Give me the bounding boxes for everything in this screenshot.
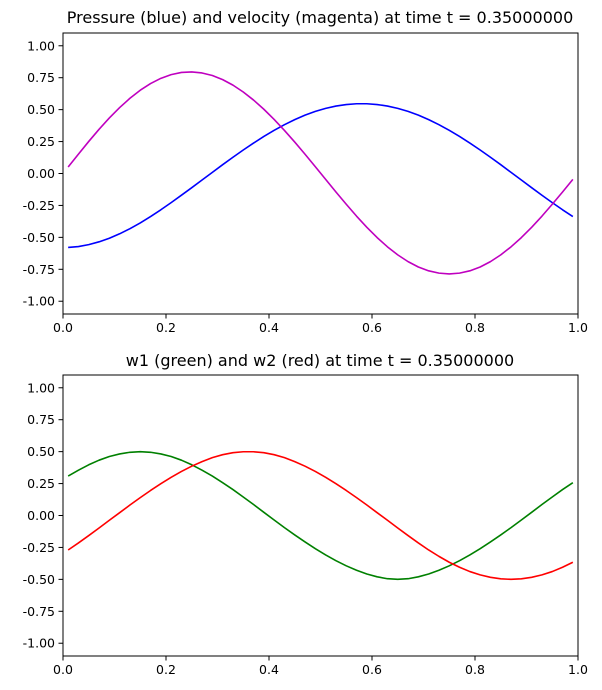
chart-title: Pressure (blue) and velocity (magenta) a… bbox=[67, 8, 574, 27]
x-tick-label: 0.2 bbox=[156, 662, 176, 677]
x-tick-label: 0.6 bbox=[362, 320, 382, 335]
x-tick-label: 0.8 bbox=[465, 320, 485, 335]
series-line bbox=[67, 71, 574, 275]
y-tick-label: -1.00 bbox=[23, 636, 55, 651]
y-tick-label: -0.50 bbox=[23, 230, 55, 245]
y-tick-label: 0.00 bbox=[27, 166, 55, 181]
series-line bbox=[67, 450, 574, 581]
x-tick-label: 0.8 bbox=[465, 662, 485, 677]
y-tick-label: 1.00 bbox=[27, 38, 55, 53]
chart-panel-w1-w2: w1 (green) and w2 (red) at time t = 0.35… bbox=[23, 351, 588, 677]
y-tick-label: -1.00 bbox=[23, 294, 55, 309]
series-layer bbox=[67, 450, 574, 581]
series-layer bbox=[67, 71, 574, 275]
y-tick-label: 0.00 bbox=[27, 508, 55, 523]
chart-panel-pressure-velocity: Pressure (blue) and velocity (magenta) a… bbox=[23, 8, 588, 335]
x-tick-label: 0.4 bbox=[259, 662, 279, 677]
plot-frame bbox=[62, 374, 579, 657]
x-tick-label: 0.6 bbox=[362, 662, 382, 677]
x-tick-label: 1.0 bbox=[568, 662, 588, 677]
series-line bbox=[67, 450, 574, 581]
x-tick-label: 0.0 bbox=[53, 662, 73, 677]
x-tick-label: 0.0 bbox=[53, 320, 73, 335]
tick-layer: 0.0 0.2 0.4 0.6 0.8 1.0 1.00 0.75 0.50 0.25 0.00 -0… bbox=[23, 380, 588, 677]
y-tick-label: -0.50 bbox=[23, 572, 55, 587]
plot-frame bbox=[62, 32, 579, 315]
y-tick-label: -0.75 bbox=[23, 604, 55, 619]
y-tick-label: 0.25 bbox=[27, 476, 55, 491]
x-tick-label: 0.4 bbox=[259, 320, 279, 335]
y-tick-label: 0.75 bbox=[27, 70, 55, 85]
chart-title: w1 (green) and w2 (red) at time t = 0.35… bbox=[126, 351, 514, 370]
x-tick-label: 0.2 bbox=[156, 320, 176, 335]
y-tick-label: -0.25 bbox=[23, 198, 55, 213]
y-tick-label: 0.25 bbox=[27, 134, 55, 149]
y-tick-label: 0.50 bbox=[27, 102, 55, 117]
tick-layer: 0.0 0.2 0.4 0.6 0.8 1.0 1.00 0.75 0.50 0.25 0.00 -0… bbox=[23, 38, 588, 335]
y-tick-label: 0.50 bbox=[27, 444, 55, 459]
y-tick-label: -0.75 bbox=[23, 262, 55, 277]
x-tick-label: 1.0 bbox=[568, 320, 588, 335]
y-tick-label: -0.25 bbox=[23, 540, 55, 555]
y-tick-label: 0.75 bbox=[27, 412, 55, 427]
series-line bbox=[68, 102, 574, 249]
y-tick-label: 1.00 bbox=[27, 380, 55, 395]
